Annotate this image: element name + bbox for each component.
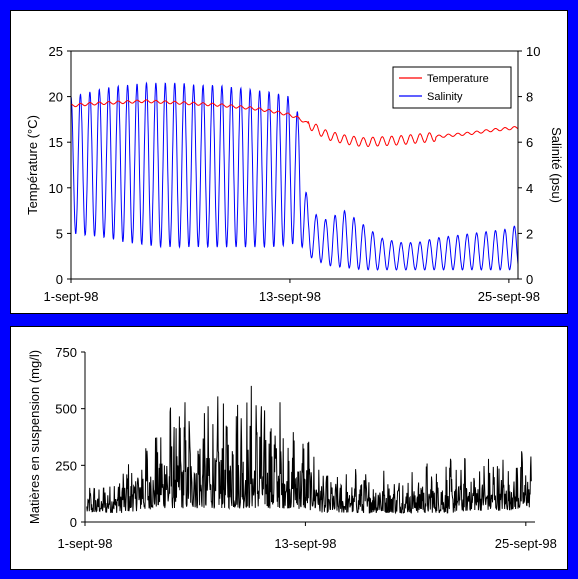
left-y-tick-label: 10	[49, 181, 63, 196]
left-y-tick-label: 20	[49, 90, 63, 105]
temperature-salinity-chart: 0 5 10 15 20 25 0 2 4 6 8 10 1-sept-98 13-sept-98 25-s…	[25, 44, 564, 304]
bottom-chart-panel: 0 250 500 750 1-sept-98 13-sept-98 25-sept-98 M…	[10, 326, 568, 570]
x-tick-label: 13-sept-98	[274, 536, 336, 551]
x-tick-label: 25-sept-98	[478, 289, 540, 304]
legend-salinity-label: Salinity	[427, 91, 463, 103]
y-axis-label: Matières en suspension (mg/l)	[27, 350, 42, 524]
right-y-tick-label: 0	[526, 272, 533, 287]
suspended-matter-line	[86, 385, 532, 515]
temperature-line	[71, 99, 519, 147]
right-y-tick-label: 4	[526, 181, 533, 196]
left-y-tick-label: 5	[56, 226, 63, 241]
legend-box	[392, 66, 512, 109]
right-y-tick-label: 2	[526, 226, 533, 241]
x-tick-label: 25-sept-98	[495, 536, 557, 551]
x-tick-label: 13-sept-98	[259, 289, 321, 304]
x-tick-label: 1-sept-98	[58, 536, 113, 551]
top-chart-panel: 0 5 10 15 20 25 0 2 4 6 8 10 1-sept-98 13-sept-98 25-s…	[10, 10, 568, 314]
suspended-matter-chart: 0 250 500 750 1-sept-98 13-sept-98 25-sept-98 M…	[27, 345, 557, 551]
right-y-axis-label: Salinité (psu)	[549, 127, 564, 203]
y-tick-label: 250	[55, 458, 77, 473]
right-y-tick-label: 8	[526, 90, 533, 105]
y-tick-label: 0	[70, 515, 77, 530]
y-tick-label: 500	[55, 402, 77, 417]
y-tick-label: 750	[55, 345, 77, 360]
x-tick-label: 1-sept-98	[44, 289, 99, 304]
right-y-tick-label: 10	[526, 44, 540, 59]
left-y-tick-label: 15	[49, 135, 63, 150]
plot-frame	[70, 50, 519, 280]
left-y-axis-label: Température (°C)	[25, 115, 40, 215]
legend-temperature-label: Temperature	[427, 73, 489, 85]
left-y-tick-label: 0	[56, 272, 63, 287]
left-y-tick-label: 25	[49, 44, 63, 59]
right-y-tick-label: 6	[526, 135, 533, 150]
salinity-line	[70, 81, 519, 271]
